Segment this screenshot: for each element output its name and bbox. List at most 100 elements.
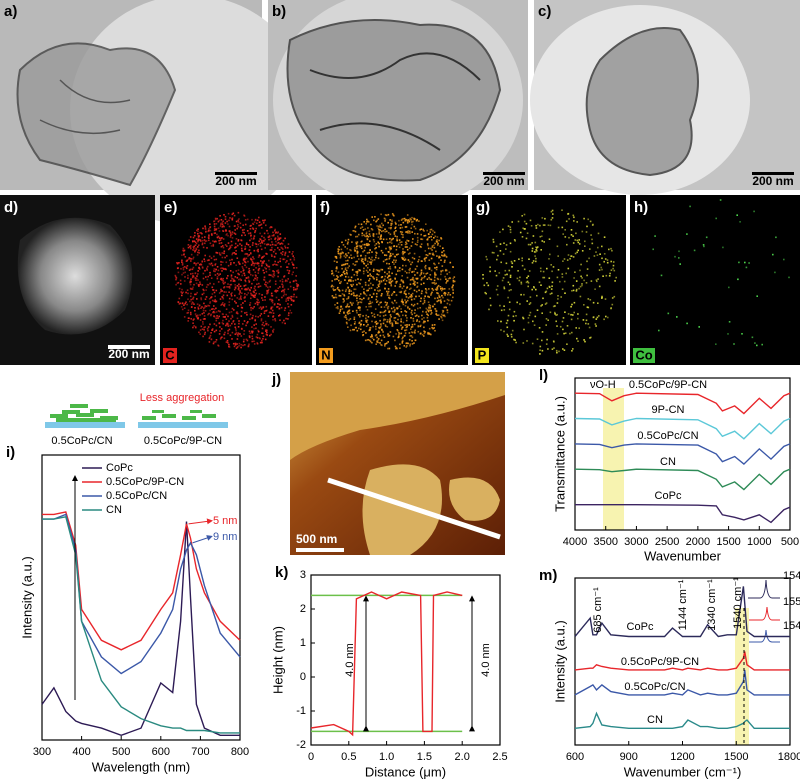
- eds-dot: [438, 262, 440, 265]
- eds-dot: [371, 229, 374, 231]
- eds-dot: [331, 272, 334, 274]
- eds-dot: [251, 294, 254, 296]
- eds-dot: [393, 306, 395, 309]
- eds-dot: [251, 331, 253, 334]
- eds-dot: [754, 342, 756, 344]
- eds-dot: [346, 305, 348, 307]
- eds-dot: [345, 316, 347, 319]
- eds-dot: [242, 259, 245, 261]
- eds-dot: [365, 222, 367, 225]
- eds-dot: [521, 264, 524, 267]
- eds-dot: [268, 259, 270, 262]
- eds-dot: [570, 318, 573, 321]
- eds-dot: [372, 276, 374, 278]
- eds-dot: [439, 299, 442, 302]
- eds-dot: [410, 331, 413, 333]
- eds-dot: [364, 293, 366, 295]
- eds-dot: [234, 276, 237, 278]
- eds-dot: [398, 285, 401, 288]
- eds-dot: [344, 290, 347, 293]
- eds-dot: [354, 250, 356, 252]
- eds-dot: [421, 238, 424, 241]
- eds-dot: [284, 245, 286, 247]
- eds-dot: [485, 292, 487, 295]
- eds-dot: [414, 315, 417, 317]
- eds-dot: [428, 333, 430, 335]
- eds-dot: [371, 337, 374, 339]
- eds-dot: [365, 306, 367, 308]
- eds-dot: [404, 332, 407, 334]
- eds-dot: [260, 260, 262, 262]
- eds-dot: [344, 246, 346, 248]
- eds-dot: [347, 267, 349, 269]
- eds-dot: [420, 324, 422, 327]
- eds-dot: [379, 342, 381, 344]
- eds-dot: [276, 242, 279, 245]
- eds-dot: [232, 271, 234, 274]
- eds-dot: [274, 237, 277, 239]
- eds-dot: [522, 227, 524, 229]
- eds-dot: [374, 244, 376, 247]
- eds-dot: [283, 309, 286, 312]
- eds-dot: [388, 282, 391, 284]
- eds-dot: [244, 223, 247, 226]
- eds-dot: [356, 252, 359, 255]
- eds-dot: [427, 331, 429, 334]
- eds-dot: [529, 219, 532, 222]
- eds-dot: [356, 311, 358, 314]
- eds-dot: [505, 244, 508, 246]
- eds-dot: [201, 313, 204, 315]
- eds-dot: [422, 322, 425, 324]
- eds-dot: [365, 325, 368, 327]
- eds-dot: [364, 243, 366, 246]
- eds-dot: [359, 293, 362, 295]
- eds-dot: [215, 324, 218, 327]
- eds-dot: [350, 290, 352, 292]
- eds-dot: [585, 231, 588, 233]
- eds-dot: [388, 227, 390, 229]
- eds-dot: [373, 313, 376, 316]
- eds-dot: [531, 288, 533, 291]
- eds-dot: [601, 245, 603, 248]
- eds-dot: [216, 276, 219, 278]
- eds-dot: [409, 267, 411, 270]
- eds-dot: [416, 282, 419, 284]
- eds-dot: [342, 301, 345, 303]
- eds-dot: [391, 261, 394, 263]
- eds-dot: [258, 267, 261, 270]
- scale-bar-label: 200 nm: [108, 347, 149, 361]
- eds-dot: [267, 243, 270, 246]
- eds-dot: [277, 247, 279, 249]
- eds-dot: [281, 278, 284, 281]
- eds-dot: [384, 309, 387, 312]
- eds-dot: [209, 271, 211, 274]
- eds-dot: [543, 276, 546, 279]
- eds-dot: [233, 214, 236, 217]
- eds-dot: [246, 339, 249, 342]
- eds-dot: [356, 235, 359, 238]
- eds-dot: [430, 312, 433, 314]
- eds-dot: [385, 303, 388, 306]
- eds-dot: [241, 229, 244, 231]
- eds-dot: [358, 233, 360, 236]
- eds-dot: [566, 243, 568, 246]
- eds-dot: [208, 341, 211, 343]
- eds-dot: [586, 225, 588, 228]
- eds-dot: [213, 225, 216, 228]
- eds-dot: [425, 256, 428, 259]
- eds-dot: [207, 304, 209, 307]
- eds-dot: [280, 265, 282, 268]
- eds-dot: [406, 214, 409, 216]
- eds-dot: [401, 258, 404, 260]
- eds-dot: [361, 234, 363, 237]
- eds-dot: [293, 267, 295, 269]
- x-tick-label: 2000: [686, 536, 710, 548]
- eds-dot: [393, 311, 396, 313]
- eds-dot: [222, 225, 224, 228]
- eds-dot: [258, 265, 260, 267]
- eds-dot: [235, 270, 238, 272]
- eds-dot: [346, 247, 349, 250]
- eds-dot: [388, 270, 390, 273]
- eds-dot: [357, 269, 360, 271]
- eds-dot: [372, 235, 375, 238]
